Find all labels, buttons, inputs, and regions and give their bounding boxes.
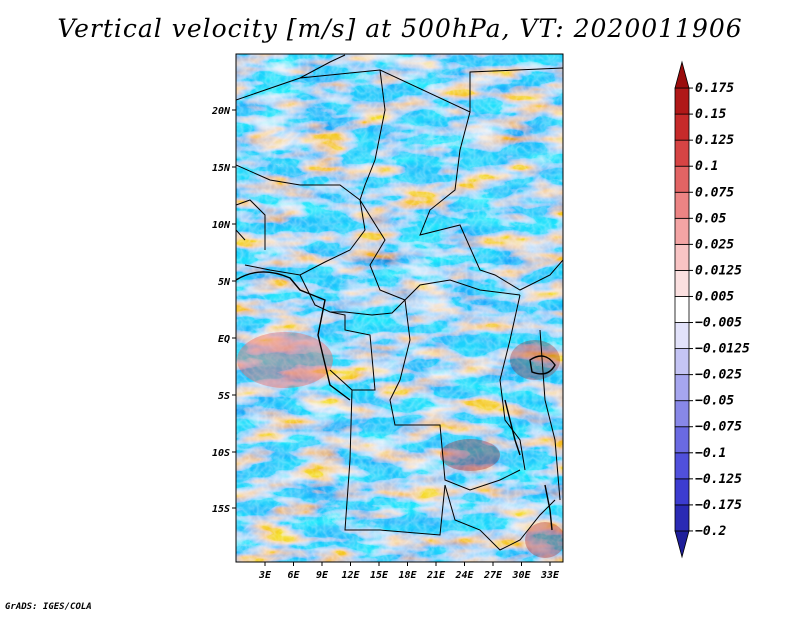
colorbar-label: −0.1 bbox=[695, 446, 726, 461]
lat-tick-label: 5S bbox=[218, 391, 230, 402]
lon-tick-label: 15E bbox=[370, 570, 389, 581]
plot-frame bbox=[235, 53, 564, 563]
colorbar-segment bbox=[674, 322, 690, 349]
colorbar-label: −0.2 bbox=[695, 524, 726, 539]
lat-tick-label: 15S bbox=[212, 504, 230, 515]
velocity-field bbox=[236, 54, 563, 562]
lon-tick-label: 9E bbox=[316, 570, 329, 581]
border-southeast bbox=[444, 484, 556, 551]
colorbar-label: −0.125 bbox=[695, 472, 742, 487]
lon-tick-label: 27E bbox=[483, 570, 503, 581]
colorbar-label: 0.05 bbox=[695, 211, 726, 226]
colorbar-label: 0.1 bbox=[695, 159, 718, 174]
credit-text: GrADS: IGES/COLA bbox=[5, 602, 92, 612]
colorbar-segment bbox=[674, 270, 690, 297]
country-borders bbox=[236, 54, 563, 551]
colorbar-segment bbox=[674, 400, 690, 428]
colorbar-segment bbox=[674, 296, 690, 323]
colorbar-label: 0.025 bbox=[695, 237, 734, 252]
border-east-desert bbox=[419, 111, 563, 291]
colorbar-segment bbox=[674, 530, 690, 559]
colorbar-segment bbox=[674, 504, 690, 532]
border-east bbox=[499, 294, 561, 501]
lat-tick-label: EQ bbox=[218, 334, 230, 345]
lon-tick-label: 3E bbox=[258, 570, 272, 581]
colorbar-segment bbox=[674, 452, 690, 480]
lon-tick-label: 30E bbox=[511, 570, 531, 581]
colorbar-label: 0.15 bbox=[695, 107, 726, 122]
lat-tick-label: 10S bbox=[212, 448, 230, 459]
coastal-ascent-region bbox=[237, 332, 333, 388]
border-drc bbox=[389, 299, 521, 491]
colorbar: 0.175 0.15 0.125 0.1 0.075 0.05 0.025 0.0125 0.0… bbox=[674, 60, 750, 559]
colorbar-label: 0.075 bbox=[695, 185, 734, 200]
colorbar-label: −0.075 bbox=[695, 420, 742, 435]
lon-tick-label: 6E bbox=[287, 570, 300, 581]
southeast-ascent bbox=[525, 522, 563, 558]
colorbar-segment bbox=[674, 60, 690, 89]
colorbar-label: −0.0125 bbox=[695, 342, 750, 357]
lon-tick-label: 21E bbox=[426, 570, 446, 581]
colorbar-segment bbox=[674, 243, 690, 271]
border-west-loop bbox=[236, 199, 266, 250]
coast-west bbox=[236, 271, 351, 401]
map-title: Vertical velocity [m/s] at 500hPa, VT: 2… bbox=[57, 14, 743, 43]
colorbar-label: 0.175 bbox=[695, 81, 734, 96]
lon-tick-label: 12E bbox=[341, 570, 360, 581]
lat-tick-label: 15N bbox=[212, 163, 231, 174]
colorbar-segment bbox=[674, 191, 690, 219]
lake-malawi bbox=[544, 484, 553, 531]
lon-tick-label: 24E bbox=[454, 570, 474, 581]
colorbar-segment bbox=[674, 348, 690, 376]
border-south bbox=[344, 389, 446, 536]
east-highland-ascent bbox=[510, 340, 560, 380]
colorbar-segment bbox=[674, 113, 690, 141]
colorbar-segment bbox=[674, 217, 690, 245]
border-central-north bbox=[359, 69, 386, 201]
lon-tick-label: 18E bbox=[398, 570, 417, 581]
colorbar-label: −0.05 bbox=[695, 394, 734, 409]
colorbar-segment bbox=[674, 165, 690, 193]
colorbar-label: −0.175 bbox=[695, 498, 742, 513]
axis-ticks bbox=[232, 109, 551, 566]
lat-tick-label: 10N bbox=[212, 220, 231, 231]
colorbar-label: 0.005 bbox=[695, 289, 734, 304]
colorbar-label: 0.0125 bbox=[695, 263, 742, 278]
lat-tick-label: 20N bbox=[211, 106, 231, 117]
lake-region-ascent bbox=[440, 439, 500, 471]
lake-victoria bbox=[529, 355, 556, 375]
lake-outlines bbox=[236, 271, 556, 531]
axis-labels: 20N 15N 10N 5N EQ 5S 10S 15S 3E 6E 9E 12E 15E 18E 21E 2… bbox=[211, 106, 560, 581]
lon-tick-label: 33E bbox=[540, 570, 560, 581]
colorbar-segment bbox=[674, 426, 690, 454]
colorbar-segment bbox=[674, 374, 690, 402]
lat-tick-label: 5N bbox=[218, 277, 231, 288]
colorbar-label: −0.005 bbox=[695, 316, 742, 331]
lake-tanganyika bbox=[504, 399, 521, 456]
colorbar-label: −0.025 bbox=[695, 368, 742, 383]
colorbar-segment bbox=[674, 139, 690, 167]
colorbar-label: 0.125 bbox=[695, 133, 734, 148]
border-congo bbox=[299, 274, 406, 316]
border-west-africa bbox=[236, 164, 366, 276]
colorbar-segment bbox=[674, 87, 690, 115]
colorbar-segment bbox=[674, 478, 690, 506]
